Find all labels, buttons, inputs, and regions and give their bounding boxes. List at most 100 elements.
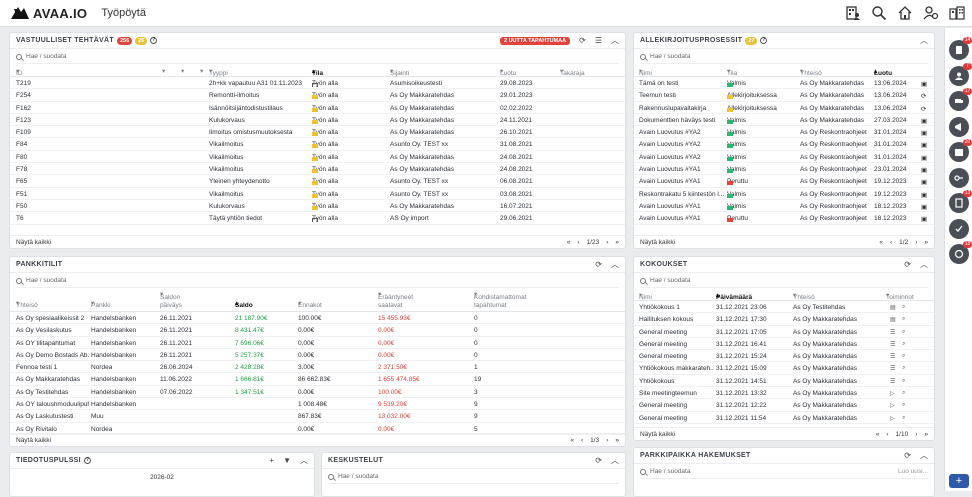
last-page-icon[interactable]: » <box>615 436 619 444</box>
table-row[interactable]: F50 Kulukorvaus Työn alla As Oy Makkaratehd… <box>10 200 625 213</box>
col-name[interactable]: Nimi ▾ <box>639 292 652 301</box>
info-icon[interactable]: ? <box>83 457 91 464</box>
save-icon[interactable]: ▣ <box>921 203 928 211</box>
rail-alarm-button[interactable]: 18 <box>949 241 972 264</box>
play-icon[interactable]: ▷ <box>890 403 895 410</box>
prev-page-icon[interactable]: ‹ <box>889 238 893 246</box>
table-row[interactable]: Avain Luovutus #YA1 Valmis As Oy Reskontra… <box>634 163 934 176</box>
table-row[interactable]: As Oy Makkaratehdas Handelsbanken 11.06.20… <box>10 373 625 386</box>
col-advances[interactable]: Ennakot ▾ <box>298 300 322 309</box>
col-name[interactable]: Nimi ▾ <box>639 68 652 77</box>
first-page-icon[interactable]: « <box>879 238 883 246</box>
list-icon[interactable]: ☰ <box>890 341 896 348</box>
buildings-icon[interactable] <box>948 4 966 22</box>
collapse-icon[interactable]: ︿ <box>300 456 308 465</box>
rail-vehicle-button[interactable]: 17 <box>949 88 972 111</box>
col-id[interactable]: ID ▾ <box>16 68 23 77</box>
save-icon[interactable]: ▣ <box>921 142 928 150</box>
table-row[interactable]: Fennoa testi 1 Nordea 26.06.2024 2 428.28€ 3… <box>10 361 625 374</box>
table-row[interactable]: Reskontrakatu 5 kiintestön l... Valmis As … <box>634 188 934 200</box>
table-row[interactable]: F254 Remontti-ilmoitus Työn alla As Oy Makk… <box>10 89 625 102</box>
table-row[interactable]: Avain Luovutus #YA2 Valmis As Oy Reskontra… <box>634 151 934 164</box>
menu-icon[interactable]: ☰ <box>594 36 602 45</box>
save-icon[interactable]: ▣ <box>921 167 928 175</box>
refresh-icon[interactable]: ⟳ <box>904 451 911 460</box>
table-row[interactable]: Avain Luovutus #YA1 Peruttu As Oy Reskontr… <box>634 212 934 225</box>
table-row[interactable]: General meeting 31.12.2021 15:24 As Oy Mak… <box>634 350 934 363</box>
save-icon[interactable]: ▣ <box>921 216 928 224</box>
logo[interactable]: AVAA.IO <box>10 5 87 21</box>
col-location[interactable]: Sijainti ▾ <box>390 68 410 77</box>
table-row[interactable]: T6 Täytä yhtiön tiedot Työn alla AS Oy impo… <box>10 212 625 225</box>
prev-page-icon[interactable]: ‹ <box>886 430 889 438</box>
meetings-show-all[interactable]: Näytä kaikki <box>640 430 676 438</box>
play-icon[interactable]: ▷ <box>890 391 895 398</box>
clipboard-icon[interactable]: ▤ <box>890 317 896 324</box>
save-icon[interactable]: ▣ <box>921 81 928 88</box>
col-balance-date[interactable]: Saldon päiväys ▾ <box>160 291 183 309</box>
col-filter-3[interactable]: ▾ <box>200 68 204 75</box>
list-icon[interactable]: ☰ <box>890 329 896 336</box>
table-row[interactable]: Dokumenttien häväys testi Valmis As Oy Mak… <box>634 114 934 127</box>
view-search-icon[interactable]: ⌕ <box>902 328 906 335</box>
rail-calendar-button[interactable]: 20 <box>949 139 972 162</box>
col-type[interactable]: Tyyppi ▾ <box>209 68 228 77</box>
col-date[interactable]: Päivämäärä ▴ <box>716 292 753 301</box>
table-row[interactable]: As Oy Vesilaskutus Handelsbanken 26.11.202… <box>10 324 625 337</box>
table-row[interactable]: Teemun testi Allekirjoituksessa As Oy Makk… <box>634 89 934 102</box>
save-icon[interactable]: ▣ <box>921 179 928 187</box>
save-icon[interactable]: ▣ <box>921 191 928 199</box>
table-row[interactable]: As Oy Laskutustesti Muu 867.83€ 13 032.00€ 9 <box>10 410 625 423</box>
refresh-icon[interactable]: ⟳ <box>921 105 927 113</box>
view-search-icon[interactable]: ⌕ <box>902 353 906 360</box>
collapse-icon[interactable]: ︿ <box>611 456 619 465</box>
first-page-icon[interactable]: « <box>875 430 880 438</box>
last-page-icon[interactable]: » <box>924 238 928 246</box>
refresh-icon[interactable]: ⟳ <box>595 456 602 465</box>
table-row[interactable]: F162 Isännöitsijäntodistustilaus Työn alla… <box>10 102 625 114</box>
info-icon[interactable]: ? <box>150 37 158 44</box>
list-icon[interactable]: ☰ <box>890 366 896 373</box>
play-icon[interactable]: ▷ <box>890 415 895 422</box>
meetings-search-input[interactable]: Hae / suodata <box>650 277 691 284</box>
table-row[interactable]: Site meetingteemun 31.12.2021 13:32 As Oy … <box>634 387 934 400</box>
table-row[interactable]: General meeting 31.12.2021 17:05 As Oy Mak… <box>634 326 934 338</box>
table-row[interactable]: General meeting 31.12.2021 16:41 As Oy Mak… <box>634 338 934 351</box>
first-page-icon[interactable]: « <box>570 436 574 444</box>
bank-show-all[interactable]: Näytä kaikki <box>16 436 52 444</box>
table-row[interactable]: As Oy Testitehdas Handelsbanken 07.06.2022… <box>10 386 625 399</box>
collapse-icon[interactable]: ︿ <box>920 260 928 269</box>
col-bank[interactable]: Pankki ▾ <box>91 300 111 309</box>
add-icon[interactable]: + <box>269 456 275 465</box>
col-state[interactable]: Tila ▴ <box>312 68 324 77</box>
signatures-search-input[interactable]: Hae / suodata <box>650 53 691 60</box>
next-page-icon[interactable]: › <box>606 238 609 246</box>
table-row[interactable]: General meeting 31.12.2021 12:22 As Oy Mak… <box>634 399 934 412</box>
view-search-icon[interactable]: ⌕ <box>902 340 906 347</box>
tasks-show-all[interactable]: Näytä kaikki <box>16 238 52 246</box>
col-deadline[interactable]: Takaraja ▾ <box>560 68 585 77</box>
bank-search-input[interactable]: Hae / suodata <box>26 277 67 284</box>
refresh-icon[interactable]: ⟳ <box>921 93 927 101</box>
list-icon[interactable]: ☰ <box>890 354 896 361</box>
col-filter-1[interactable]: ▾ <box>162 68 166 75</box>
info-icon[interactable]: ? <box>760 37 768 44</box>
collapse-icon[interactable]: ︿ <box>920 36 928 45</box>
view-search-icon[interactable]: ⌕ <box>902 402 906 409</box>
rail-users-button[interactable]: 7 <box>949 63 972 86</box>
new-events-pill[interactable]: 2 UUTTA TAPAHTUMAA <box>500 36 571 45</box>
table-row[interactable]: Avain Luovutus #YA1 Valmis As Oy Reskontra… <box>634 200 934 213</box>
table-row[interactable]: As Oy Demo Bostads Ab... Handelsbanken 26.… <box>10 349 625 362</box>
table-row[interactable]: As Oy spesiaalikeissit 2 Handelsbanken 26.… <box>10 312 625 325</box>
view-search-icon[interactable]: ⌕ <box>902 304 906 310</box>
table-row[interactable]: Rakennuslupavaltakirja Allekirjoituksessa… <box>634 102 934 114</box>
table-row[interactable]: Avain Luovutus #YA1 Peruttu As Oy Reskontr… <box>634 175 934 188</box>
last-page-icon[interactable]: » <box>924 430 928 438</box>
add-button[interactable]: + <box>949 474 969 488</box>
view-search-icon[interactable]: ⌕ <box>902 414 906 421</box>
table-row[interactable]: Tämä on testi Valmis As Oy Makkaratehdas 13… <box>634 77 934 90</box>
